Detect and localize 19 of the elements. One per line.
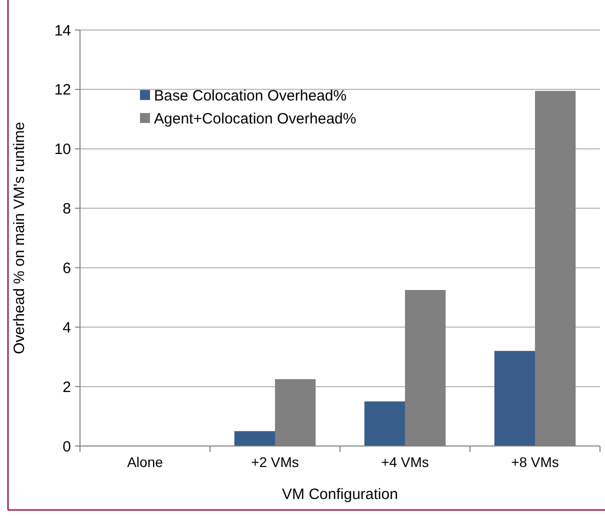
y-tick-label: 10: [54, 141, 71, 158]
x-axis-title: VM Configuration: [282, 486, 398, 503]
y-tick-label: 4: [62, 319, 71, 336]
x-tick-label: Alone: [127, 454, 164, 470]
x-tick-label: +2 VMs: [251, 454, 299, 470]
x-tick-label: +4 VMs: [381, 454, 429, 470]
y-tick-label: 2: [62, 378, 71, 396]
y-tick-label: 0: [62, 438, 71, 456]
y-axis-title: Overhead % on main VM's runtime: [11, 122, 28, 354]
x-tick-label: +8 VMs: [511, 454, 559, 470]
bar: [494, 350, 535, 446]
y-tick-label: 8: [62, 200, 71, 218]
y-tick-label: 6: [62, 260, 71, 277]
legend-label: Base Colocation Overhead%: [154, 87, 347, 104]
bar: [364, 401, 405, 446]
y-tick-label: 12: [54, 82, 71, 99]
bar: [234, 431, 275, 446]
legend-label: Agent+Colocation Overhead%: [154, 110, 356, 128]
y-tick-label: 14: [54, 22, 71, 40]
